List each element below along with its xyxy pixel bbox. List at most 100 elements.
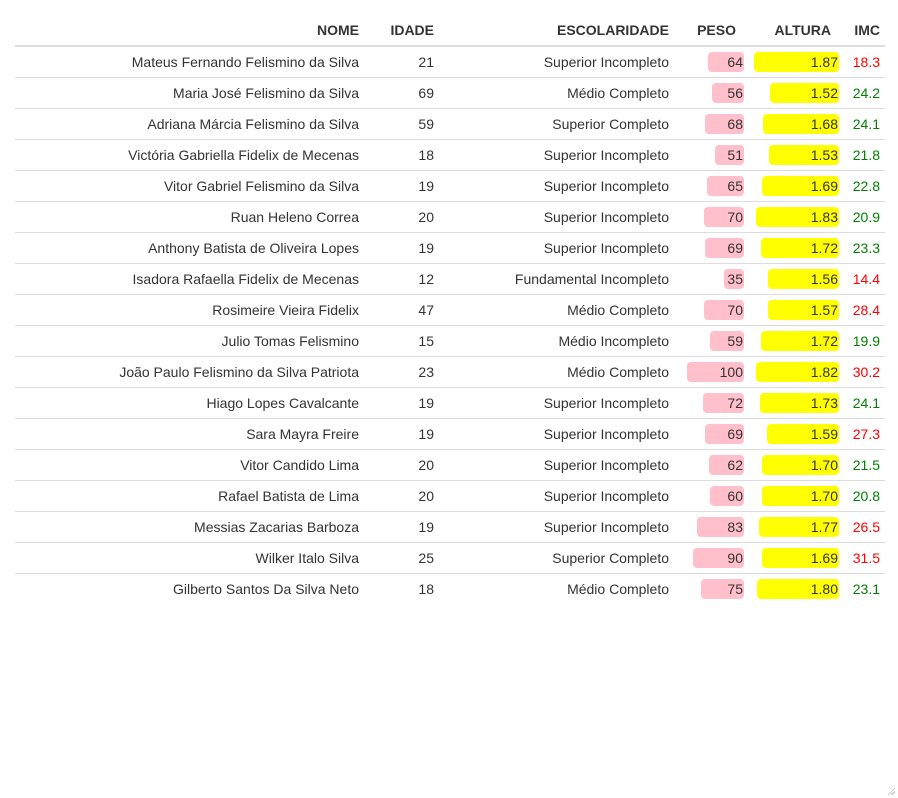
cell-peso-bar [705, 238, 744, 258]
cell-altura-bar-wrap: 1.70 [746, 455, 839, 475]
cell-escolaridade: Superior Incompleto [444, 232, 679, 264]
cell-peso-value: 69 [727, 426, 743, 442]
cell-imc: 26.5 [841, 511, 885, 543]
cell-peso-bar [704, 300, 744, 320]
cell-peso-bar-wrap: 69 [679, 238, 744, 258]
cell-altura-value: 1.69 [810, 550, 838, 566]
cell-imc: 27.3 [841, 418, 885, 450]
cell-altura: 1.59 [746, 418, 841, 450]
cell-nome: Vitor Gabriel Felismino da Silva [15, 170, 369, 202]
cell-escolaridade: Superior Incompleto [444, 201, 679, 233]
cell-imc: 24.2 [841, 77, 885, 109]
table-row: Julio Tomas Felismino 15 Médio Incompleto 5… [15, 325, 885, 357]
cell-nome: Maria José Felismino da Silva [15, 77, 369, 109]
cell-peso-value: 83 [727, 519, 743, 535]
cell-nome: Gilberto Santos Da Silva Neto [15, 573, 369, 604]
table-row: Messias Zacarias Barboza 19 Superior Incom… [15, 511, 885, 543]
cell-nome: Vitor Candido Lima [15, 449, 369, 481]
cell-escolaridade: Fundamental Incompleto [444, 263, 679, 295]
cell-escolaridade: Superior Incompleto [444, 449, 679, 481]
data-table: NOME IDADE ESCOLARIDADE PESO ALTURA IMC … [15, 15, 885, 604]
cell-idade: 47 [369, 294, 444, 326]
cell-nome: Rosimeire Vieira Fidelix [15, 294, 369, 326]
cell-peso-bar-wrap: 72 [679, 393, 744, 413]
cell-peso-bar-wrap: 59 [679, 331, 744, 351]
cell-imc: 21.8 [841, 139, 885, 171]
cell-altura: 1.70 [746, 449, 841, 481]
cell-peso-bar-wrap: 62 [679, 455, 744, 475]
cell-escolaridade: Superior Incompleto [444, 387, 679, 419]
cell-peso-value: 100 [719, 364, 743, 380]
cell-idade: 19 [369, 418, 444, 450]
cell-peso-bar [701, 579, 744, 599]
cell-peso: 62 [679, 449, 746, 481]
cell-peso-bar [693, 548, 744, 568]
cell-nome: Julio Tomas Felismino [15, 325, 369, 357]
cell-peso: 75 [679, 573, 746, 604]
column-header-altura[interactable]: ALTURA [746, 15, 841, 47]
cell-peso: 60 [679, 480, 746, 512]
cell-peso-bar-wrap: 83 [679, 517, 744, 537]
column-header-imc[interactable]: IMC [841, 15, 885, 47]
cell-idade: 18 [369, 573, 444, 604]
cell-peso-bar [715, 145, 744, 165]
cell-altura-bar-wrap: 1.87 [746, 52, 839, 72]
cell-nome: Adriana Márcia Felismino da Silva [15, 108, 369, 140]
cell-peso-value: 59 [727, 333, 743, 349]
cell-peso-value: 51 [727, 147, 743, 163]
cell-peso-bar-wrap: 65 [679, 176, 744, 196]
cell-idade: 15 [369, 325, 444, 357]
cell-imc: 21.5 [841, 449, 885, 481]
table-row: Adriana Márcia Felismino da Silva 59 Super… [15, 108, 885, 140]
cell-escolaridade: Superior Incompleto [444, 139, 679, 171]
cell-peso-bar [710, 331, 744, 351]
column-header-escolaridade[interactable]: ESCOLARIDADE [444, 15, 679, 47]
cell-imc: 20.8 [841, 480, 885, 512]
cell-altura-bar [754, 52, 839, 72]
cell-peso: 51 [679, 139, 746, 171]
resize-grip-icon[interactable] [887, 787, 895, 795]
cell-altura-value: 1.73 [810, 395, 838, 411]
cell-peso-bar-wrap: 70 [679, 300, 744, 320]
cell-altura-bar [756, 207, 839, 227]
cell-nome: Wilker Italo Silva [15, 542, 369, 574]
cell-altura-bar [757, 579, 839, 599]
cell-peso-value: 72 [727, 395, 743, 411]
cell-altura-bar-wrap: 1.72 [746, 331, 839, 351]
cell-nome: Victória Gabriella Fidelix de Mecenas [15, 139, 369, 171]
table-row: Anthony Batista de Oliveira Lopes 19 Super… [15, 232, 885, 264]
table-row: Victória Gabriella Fidelix de Mecenas 18 S… [15, 139, 885, 171]
cell-idade: 25 [369, 542, 444, 574]
column-header-idade[interactable]: IDADE [369, 15, 444, 47]
cell-nome: Mateus Fernando Felismino da Silva [131, 54, 359, 70]
cell-altura-bar-wrap: 1.57 [746, 300, 839, 320]
cell-idade: 20 [369, 449, 444, 481]
cell-imc: 24.1 [841, 108, 885, 140]
cell-altura-bar [770, 83, 839, 103]
table-row: Vitor Candido Lima 20 Superior Incompleto 6… [15, 449, 885, 481]
table-row: Vitor Gabriel Felismino da Silva 19 Superi… [15, 170, 885, 202]
cell-idade: 12 [369, 263, 444, 295]
cell-altura-bar [760, 393, 839, 413]
table-row: Rosimeire Vieira Fidelix 47 Médio Completo… [15, 294, 885, 326]
cell-altura-value: 1.53 [810, 147, 838, 163]
column-header-peso[interactable]: PESO [679, 15, 746, 47]
cell-idade: 59 [369, 108, 444, 140]
table-row: João Paulo Felismino da Silva Patriota 23… [15, 356, 885, 388]
cell-altura-value: 1.77 [810, 519, 838, 535]
cell-altura-value: 1.59 [810, 426, 838, 442]
column-header-nome[interactable]: NOME [15, 15, 369, 47]
cell-altura-value: 1.68 [810, 116, 838, 132]
cell-peso-bar [704, 207, 744, 227]
cell-peso-bar-wrap: 64 [679, 52, 744, 72]
cell-altura-bar [761, 331, 839, 351]
cell-altura-bar-wrap: 1.70 [746, 486, 839, 506]
cell-peso-value: 70 [727, 209, 743, 225]
cell-idade: 19 [369, 170, 444, 202]
cell-nome: Ruan Heleno Correa [15, 201, 369, 233]
cell-nome: Rafael Batista de Lima [15, 480, 369, 512]
cell-peso: 59 [679, 325, 746, 357]
cell-imc: 14.4 [841, 263, 885, 295]
cell-escolaridade: Superior Incompleto [444, 511, 679, 543]
